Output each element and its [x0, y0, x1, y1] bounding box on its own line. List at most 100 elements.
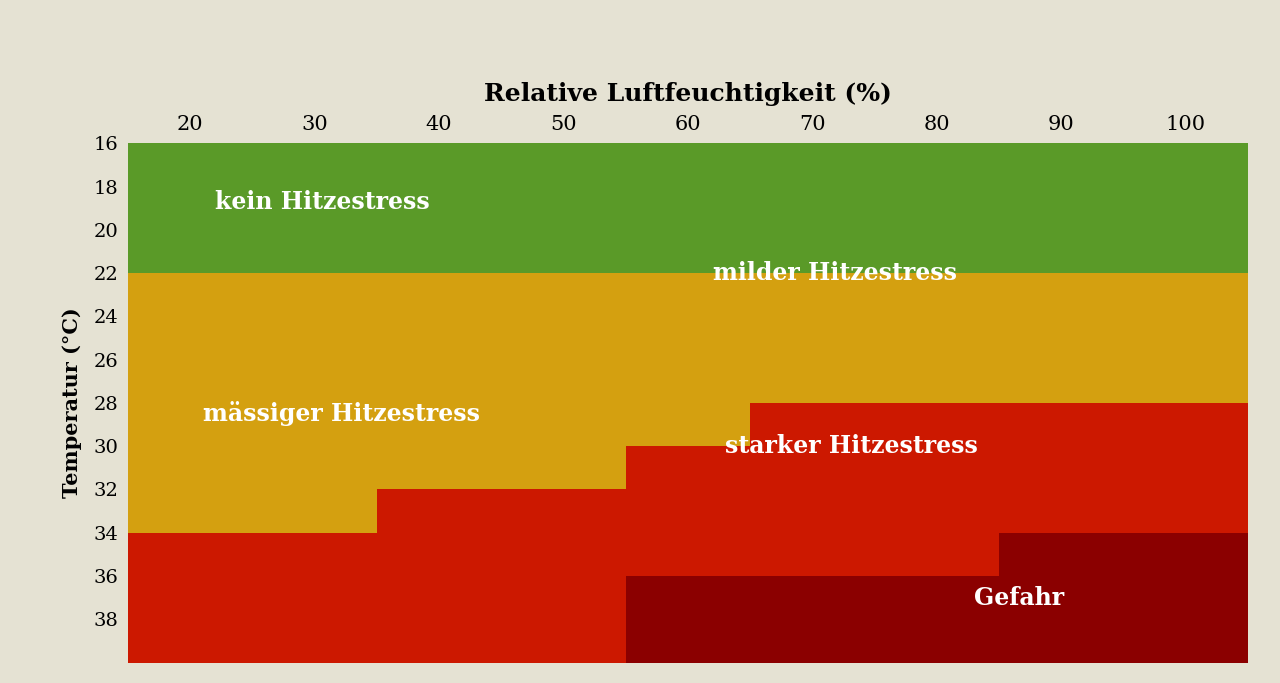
Bar	[128, 403, 252, 446]
Bar	[874, 533, 1000, 576]
Bar	[252, 446, 376, 490]
Bar	[750, 230, 874, 273]
Bar	[750, 186, 874, 230]
Bar	[252, 230, 376, 273]
Bar	[252, 143, 376, 186]
Bar	[128, 619, 252, 663]
Text: starker Hitzestress: starker Hitzestress	[726, 434, 978, 458]
Bar	[1000, 186, 1124, 230]
Bar	[376, 446, 502, 490]
Bar	[502, 143, 626, 186]
Bar	[1000, 490, 1124, 533]
Bar	[874, 316, 1000, 360]
Bar	[1124, 230, 1248, 273]
Bar	[874, 186, 1000, 230]
Bar	[376, 316, 502, 360]
Bar	[874, 143, 1000, 186]
Bar	[1000, 533, 1124, 576]
Bar	[1124, 576, 1248, 619]
Bar	[128, 533, 252, 576]
Bar	[874, 490, 1000, 533]
Bar	[1000, 230, 1124, 273]
Bar	[874, 230, 1000, 273]
Bar	[750, 316, 874, 360]
Bar	[376, 403, 502, 446]
Bar	[376, 533, 502, 576]
Bar	[252, 619, 376, 663]
Bar	[626, 273, 750, 316]
Bar	[252, 360, 376, 403]
Bar	[128, 316, 252, 360]
Bar	[376, 360, 502, 403]
Bar	[874, 446, 1000, 490]
Bar	[626, 143, 750, 186]
Bar	[626, 316, 750, 360]
Bar	[1124, 360, 1248, 403]
Bar	[1000, 446, 1124, 490]
Bar	[1124, 533, 1248, 576]
Bar	[252, 533, 376, 576]
Bar	[1000, 316, 1124, 360]
Bar	[626, 576, 750, 619]
Bar	[376, 143, 502, 186]
Bar	[252, 403, 376, 446]
Bar	[252, 273, 376, 316]
Y-axis label: Temperatur (°C): Temperatur (°C)	[63, 307, 82, 499]
Bar	[1124, 273, 1248, 316]
Bar	[376, 273, 502, 316]
Bar	[252, 576, 376, 619]
Bar	[626, 446, 750, 490]
Bar	[502, 186, 626, 230]
Bar	[128, 360, 252, 403]
X-axis label: Relative Luftfeuchtigkeit (%): Relative Luftfeuchtigkeit (%)	[484, 82, 892, 106]
Bar	[128, 490, 252, 533]
Bar	[1124, 403, 1248, 446]
Bar	[1000, 403, 1124, 446]
Bar	[252, 186, 376, 230]
Bar	[128, 273, 252, 316]
Bar	[1124, 316, 1248, 360]
Bar	[128, 446, 252, 490]
Bar	[1000, 273, 1124, 316]
Text: milder Hitzestress: milder Hitzestress	[713, 261, 957, 285]
Bar	[874, 360, 1000, 403]
Text: mässiger Hitzestress: mässiger Hitzestress	[202, 402, 480, 426]
Bar	[502, 446, 626, 490]
Bar	[376, 619, 502, 663]
Bar	[128, 143, 252, 186]
Bar	[376, 230, 502, 273]
Bar	[626, 490, 750, 533]
Bar	[128, 186, 252, 230]
Bar	[874, 619, 1000, 663]
Bar	[626, 230, 750, 273]
Bar	[1124, 143, 1248, 186]
Text: kein Hitzestress: kein Hitzestress	[215, 190, 430, 214]
Bar	[750, 273, 874, 316]
Bar	[750, 576, 874, 619]
Bar	[1124, 186, 1248, 230]
Bar	[750, 490, 874, 533]
Bar	[502, 490, 626, 533]
Bar	[128, 230, 252, 273]
Bar	[626, 360, 750, 403]
Bar	[376, 576, 502, 619]
Bar	[502, 316, 626, 360]
Bar	[750, 360, 874, 403]
Bar	[1000, 143, 1124, 186]
Bar	[376, 490, 502, 533]
Bar	[502, 619, 626, 663]
Bar	[502, 230, 626, 273]
Bar	[626, 619, 750, 663]
Bar	[502, 360, 626, 403]
Bar	[1000, 360, 1124, 403]
Bar	[1124, 446, 1248, 490]
Bar	[502, 273, 626, 316]
Bar	[128, 576, 252, 619]
Bar	[874, 403, 1000, 446]
Bar	[750, 619, 874, 663]
Bar	[1000, 619, 1124, 663]
Bar	[376, 186, 502, 230]
Bar	[750, 143, 874, 186]
Bar	[252, 316, 376, 360]
Bar	[1124, 490, 1248, 533]
